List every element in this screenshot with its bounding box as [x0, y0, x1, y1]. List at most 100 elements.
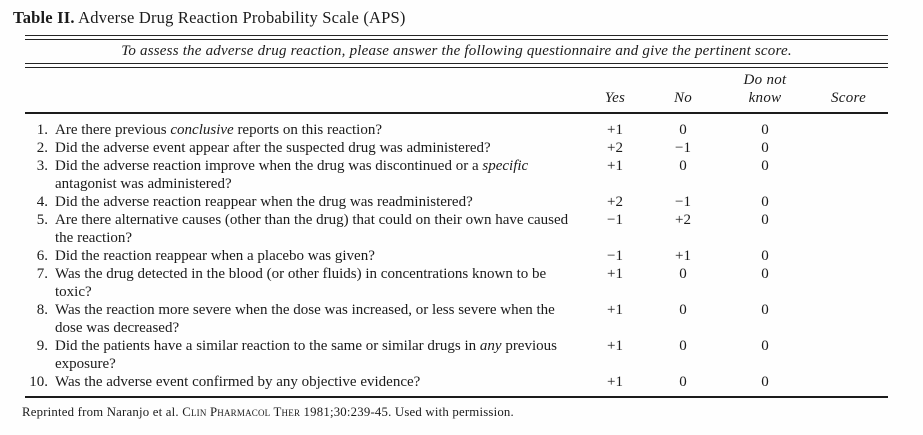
column-header-yes: Yes: [585, 71, 645, 114]
yes-score: +1: [607, 338, 623, 354]
question-number: 2.: [36, 140, 48, 156]
question-text-post: reports on this reaction?: [233, 122, 382, 138]
source-note-post: 1981;30:239-45. Used with permission.: [300, 405, 514, 419]
column-header-no: No: [645, 71, 721, 114]
question-text-pre: Did the adverse reaction reappear when t…: [55, 194, 473, 210]
question-text: Did the adverse reaction improve when th…: [55, 157, 585, 193]
question-row: 2. Did the adverse event appear after th…: [25, 139, 888, 157]
do-not-know-score: 0: [761, 158, 769, 174]
do-not-know-line2: know: [748, 90, 782, 106]
question-number: 10.: [29, 374, 48, 390]
question-number: 9.: [36, 338, 48, 354]
question-row: 7. Was the drug detected in the blood (o…: [25, 265, 888, 301]
yes-score: +1: [607, 266, 623, 282]
top-double-rule: [25, 35, 888, 40]
no-score: 0: [679, 158, 687, 174]
question-row: 4. Did the adverse reaction reappear whe…: [25, 193, 888, 211]
question-text: Did the adverse event appear after the s…: [55, 139, 585, 157]
source-note: Reprinted from Naranjo et al. Clin Pharm…: [22, 405, 923, 420]
score-cell: [809, 211, 888, 247]
yes-score: −1: [607, 248, 623, 264]
question-row: 10. Was the adverse event confirmed by a…: [25, 373, 888, 391]
question-text-pre: Was the drug detected in the blood (or o…: [55, 266, 547, 300]
yes-score: −1: [607, 212, 623, 228]
score-cell: [809, 247, 888, 265]
second-double-rule: [25, 63, 888, 68]
question-text-post: antagonist was administered?: [55, 176, 232, 192]
no-score: 0: [679, 266, 687, 282]
question-text: Did the patients have a similar reaction…: [55, 337, 585, 373]
question-text-pre: Was the reaction more severe when the do…: [55, 302, 555, 336]
table-caption: Table II. Adverse Drug Reaction Probabil…: [13, 8, 923, 28]
column-header-do-not-know: Do not know: [721, 71, 809, 114]
question-number: 5.: [36, 212, 48, 228]
no-score: 0: [679, 122, 687, 138]
do-not-know-score: 0: [761, 140, 769, 156]
do-not-know-score: 0: [761, 338, 769, 354]
question-text: Was the reaction more severe when the do…: [55, 301, 585, 337]
yes-score: +2: [607, 140, 623, 156]
yes-score: +1: [607, 122, 623, 138]
question-text-pre: Did the adverse reaction improve when th…: [55, 158, 483, 174]
question-text-pre: Was the adverse event confirmed by any o…: [55, 374, 421, 390]
score-cell: [809, 301, 888, 337]
no-score: +1: [675, 248, 691, 264]
do-not-know-score: 0: [761, 194, 769, 210]
question-text-emphasis: any: [479, 338, 502, 354]
question-number: 1.: [36, 122, 48, 138]
question-text: Was the drug detected in the blood (or o…: [55, 265, 585, 301]
do-not-know-line1: Do not: [743, 72, 787, 88]
no-score: 0: [679, 338, 687, 354]
table-body-area: To assess the adverse drug reaction, ple…: [25, 35, 888, 398]
source-note-pre: Reprinted from Naranjo et al.: [22, 405, 183, 419]
question-text-pre: Are there previous: [55, 122, 171, 138]
question-number: 6.: [36, 248, 48, 264]
question-row: 9. Did the patients have a similar react…: [25, 337, 888, 373]
no-score: −1: [675, 140, 691, 156]
question-row: 5. Are there alternative causes (other t…: [25, 211, 888, 247]
table-instruction: To assess the adverse drug reaction, ple…: [121, 43, 792, 59]
question-text-pre: Are there alternative causes (other than…: [55, 212, 569, 246]
score-cell: [809, 157, 888, 193]
question-text: Did the reaction reappear when a placebo…: [55, 247, 585, 265]
yes-score: +1: [607, 374, 623, 390]
question-number: 3.: [36, 158, 48, 174]
question-text-emphasis: specific: [482, 158, 529, 174]
do-not-know-score: 0: [761, 302, 769, 318]
do-not-know-score: 0: [761, 122, 769, 138]
question-text-pre: Did the patients have a similar reaction…: [55, 338, 480, 354]
header-row: Yes No Do not know Score: [25, 71, 888, 114]
no-score: 0: [679, 302, 687, 318]
question-number: 8.: [36, 302, 48, 318]
bottom-rule: [25, 396, 888, 398]
table-caption-text: Adverse Drug Reaction Probability Scale …: [74, 8, 406, 27]
do-not-know-score: 0: [761, 212, 769, 228]
do-not-know-score: 0: [761, 248, 769, 264]
score-cell: [809, 265, 888, 301]
question-text: Did the adverse reaction reappear when t…: [55, 193, 585, 211]
question-text-post: previous exposure?: [55, 338, 557, 372]
question-row: 3. Did the adverse reaction improve when…: [25, 157, 888, 193]
question-text: Was the adverse event confirmed by any o…: [55, 373, 585, 391]
do-not-know-score: 0: [761, 374, 769, 390]
aps-table: Yes No Do not know Score 1. Are there pr…: [25, 71, 888, 391]
no-score: −1: [675, 194, 691, 210]
no-score: 0: [679, 374, 687, 390]
question-row: 1. Are there previous conclusive reports…: [25, 113, 888, 139]
no-score: +2: [675, 212, 691, 228]
score-cell: [809, 373, 888, 391]
score-cell: [809, 113, 888, 139]
question-row: 6. Did the reaction reappear when a plac…: [25, 247, 888, 265]
score-cell: [809, 337, 888, 373]
question-number: 7.: [36, 266, 48, 282]
do-not-know-score: 0: [761, 266, 769, 282]
question-text: Are there alternative causes (other than…: [55, 211, 585, 247]
question-text-pre: Did the adverse event appear after the s…: [55, 140, 491, 156]
header-blank-cell: [25, 71, 585, 114]
yes-score: +1: [607, 302, 623, 318]
question-text: Are there previous conclusive reports on…: [55, 113, 585, 139]
question-text-pre: Did the reaction reappear when a placebo…: [55, 248, 375, 264]
score-cell: [809, 139, 888, 157]
score-cell: [809, 193, 888, 211]
